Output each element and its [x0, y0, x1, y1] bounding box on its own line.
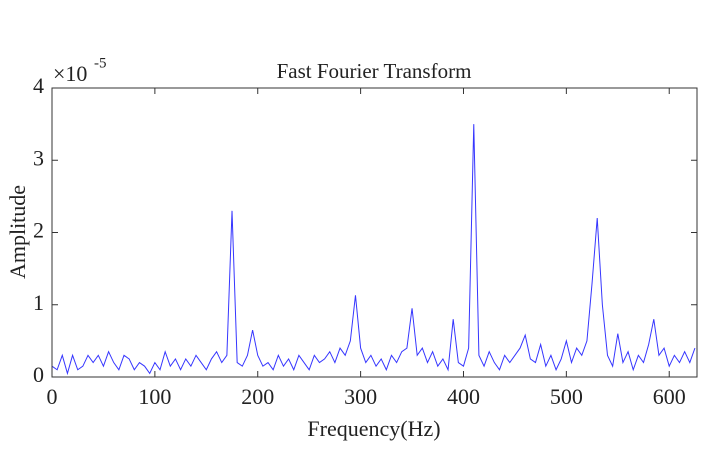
- x-tick-label: 400: [447, 384, 480, 409]
- x-tick-label: 600: [653, 384, 686, 409]
- x-axis-label: Frequency(Hz): [307, 416, 440, 441]
- x-tick-label: 100: [138, 384, 171, 409]
- plot-frame: [51, 87, 698, 378]
- y-tick-label: 3: [33, 145, 44, 170]
- y-tick-label: 2: [33, 218, 44, 243]
- x-tick-label: 300: [344, 384, 377, 409]
- y-multiplier-exponent: -5: [94, 55, 107, 71]
- y-tick-label: 1: [33, 290, 44, 315]
- chart-title: Fast Fourier Transform: [277, 59, 472, 83]
- y-multiplier: ×10: [53, 61, 87, 86]
- x-tick-label: 500: [550, 384, 583, 409]
- x-tick-label: 200: [241, 384, 274, 409]
- y-tick-label: 4: [33, 73, 44, 98]
- y-tick-label: 0: [33, 362, 44, 387]
- y-axis-label: Amplitude: [5, 185, 30, 279]
- x-tick-label: 0: [47, 384, 58, 409]
- fft-line: [51, 124, 696, 376]
